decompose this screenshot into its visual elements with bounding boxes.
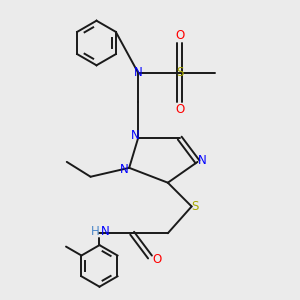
Text: N: N xyxy=(131,129,140,142)
Text: O: O xyxy=(153,254,162,266)
Text: N: N xyxy=(101,225,110,238)
Text: O: O xyxy=(175,103,184,116)
Text: N: N xyxy=(134,66,142,79)
Text: S: S xyxy=(191,200,198,213)
Text: O: O xyxy=(175,29,184,42)
Text: H: H xyxy=(91,225,99,238)
Text: N: N xyxy=(120,163,129,176)
Text: S: S xyxy=(176,66,183,79)
Text: N: N xyxy=(198,154,206,167)
